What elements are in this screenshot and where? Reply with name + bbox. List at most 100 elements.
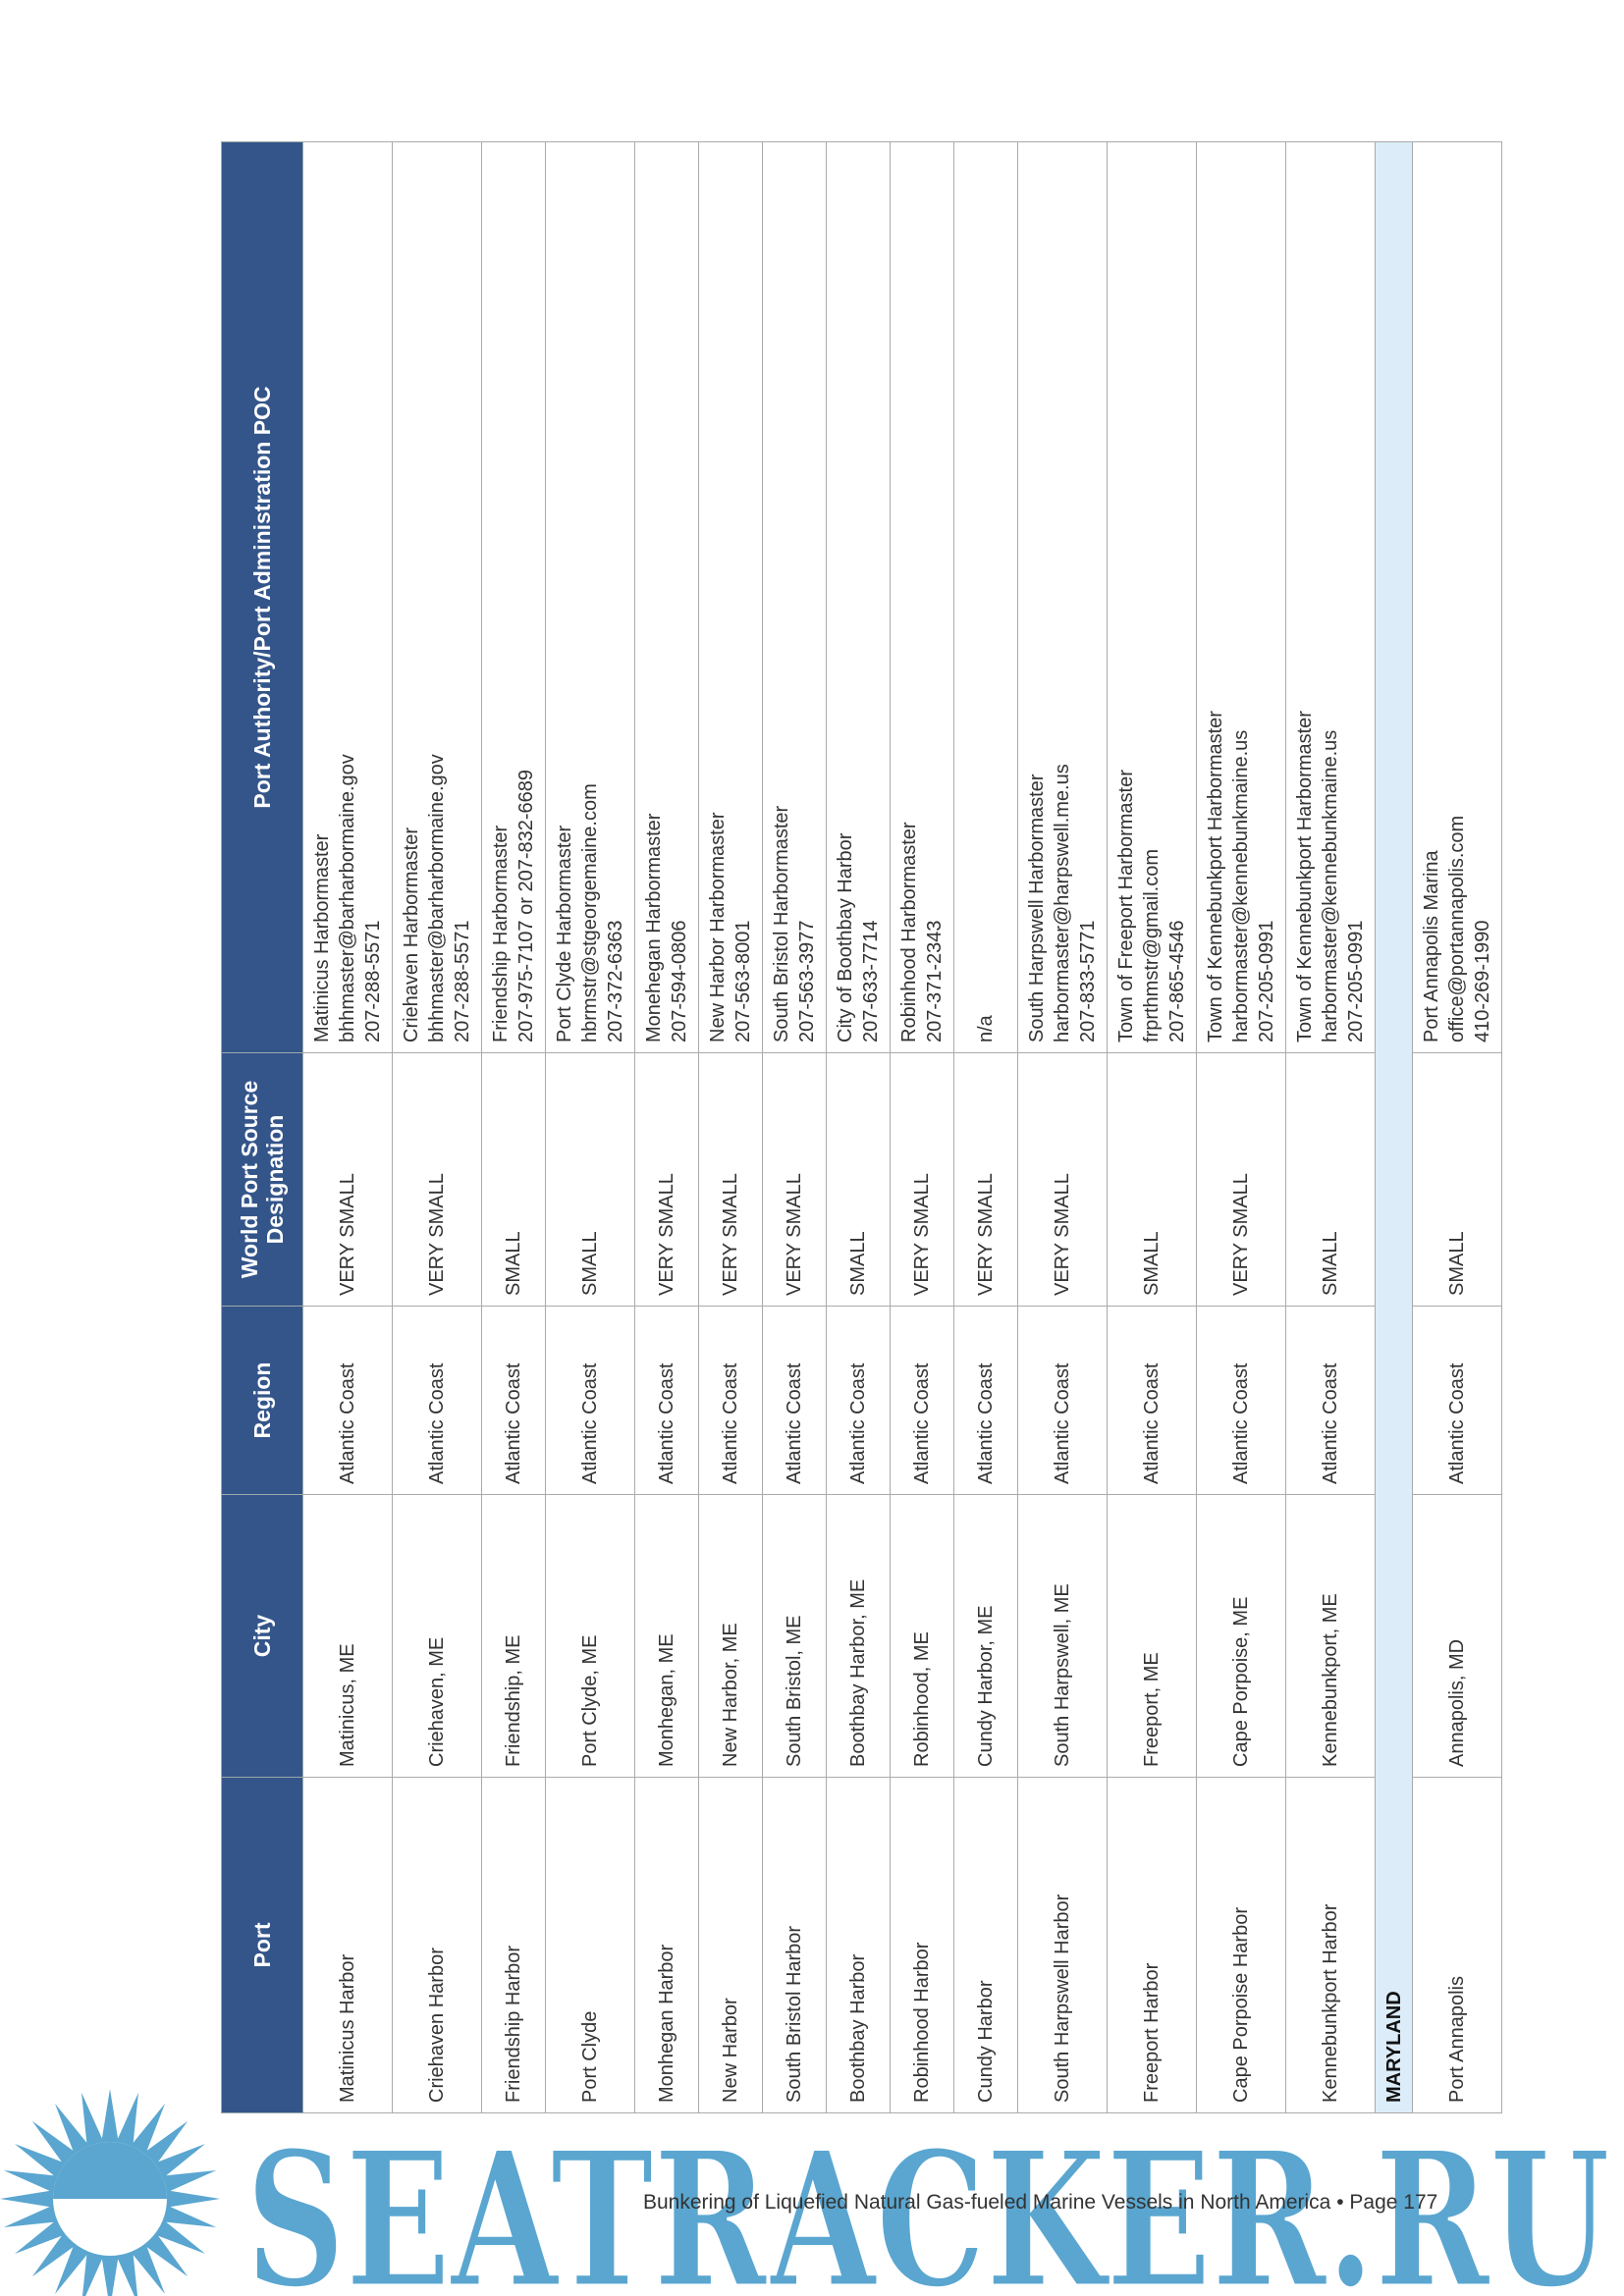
table-row: South Harpswell Harbor South Harpswell, M… — [1017, 141, 1108, 2113]
contact-line: harbormaster@kennebunkmaine.us — [1230, 729, 1252, 1042]
table-cell: Monhegan, ME — [634, 1494, 699, 1778]
contact-line: New Harbor Harbormaster — [707, 812, 729, 1042]
table-cell: Atlantic Coast — [762, 1306, 827, 1495]
contact-cell: Matinicus Harbormaster bhhmaster@barharbo… — [302, 141, 393, 1053]
table-cell: VERY SMALL — [302, 1052, 393, 1307]
table-cell: Atlantic Coast — [1196, 1306, 1286, 1495]
table-body: Matinicus Harbor Matinicus, ME Atlantic Co… — [302, 141, 1502, 2113]
contact-line: hbrmstr@stgeorgemaine.com — [579, 783, 601, 1042]
table-cell: SMALL — [1107, 1052, 1197, 1307]
table-row: New Harbor New Harbor, ME Atlantic Coast VE… — [698, 141, 763, 2113]
contact-line: 207-633-7714 — [860, 920, 882, 1042]
contact-line: 207-371-2343 — [924, 920, 946, 1042]
table-cell: SMALL — [826, 1052, 891, 1307]
contact-cell: Friendship Harbormaster 207-975-7107 or 2… — [481, 141, 546, 1053]
contact-line: City of Boothbay Harbor — [835, 832, 856, 1042]
footer: Bunkering of Liquefied Natural Gas-fuele… — [643, 2191, 1438, 2214]
contact-line: Town of Freeport Harbormaster — [1115, 770, 1137, 1042]
column-header: City — [221, 1494, 303, 1778]
section-row: MARYLAND — [1375, 141, 1413, 2113]
contact-line: bhhmaster@barharbormaine.gov — [426, 754, 448, 1042]
table-cell: Atlantic Coast — [481, 1306, 546, 1495]
table-cell: Atlantic Coast — [545, 1306, 635, 1495]
table-row: Port Clyde Port Clyde, ME Atlantic Coast SM… — [545, 141, 635, 2113]
contact-line: 207-563-3977 — [796, 920, 818, 1042]
contact-line: 207-372-6363 — [605, 920, 626, 1042]
section-label: MARYLAND — [1375, 141, 1413, 2113]
table-cell: Cundy Harbor, ME — [953, 1494, 1018, 1778]
contact-line: 410-269-1990 — [1472, 920, 1493, 1042]
table-cell: VERY SMALL — [1196, 1052, 1286, 1307]
table-row: Robinhood Harbor Robinhood, ME Atlantic Co… — [890, 141, 954, 2113]
table-cell: Matinicus, ME — [302, 1494, 393, 1778]
table-cell: New Harbor, ME — [698, 1494, 763, 1778]
table-cell: SMALL — [481, 1052, 546, 1307]
contact-line: harbormaster@harpswell.me.us — [1052, 764, 1073, 1042]
contact-line: 207-833-5771 — [1077, 920, 1099, 1042]
table-cell: Atlantic Coast — [698, 1306, 763, 1495]
table-row: Criehaven Harbor Criehaven, ME Atlantic Co… — [392, 141, 482, 2113]
contact-line: 207-205-0991 — [1345, 920, 1367, 1042]
table-cell: Atlantic Coast — [826, 1306, 891, 1495]
contact-line: 207-205-0991 — [1256, 920, 1277, 1042]
column-header: World Port Source Designation — [221, 1052, 303, 1307]
table-row: Cundy Harbor Cundy Harbor, ME Atlantic Coa… — [953, 141, 1018, 2113]
table-row: Port Annapolis Annapolis, MD Atlantic Coas… — [1412, 141, 1502, 2113]
table-row: Monhegan Harbor Monhegan, ME Atlantic Coas… — [634, 141, 699, 2113]
contact-line: Town of Kennebunkport Harbormaster — [1205, 711, 1226, 1042]
table-cell: Atlantic Coast — [953, 1306, 1018, 1495]
table-cell: VERY SMALL — [1017, 1052, 1108, 1307]
rotated-table-wrap: Port City Region World Port Source Designat… — [221, 141, 1513, 2113]
contact-cell: City of Boothbay Harbor 207-633-7714 — [826, 141, 891, 1053]
table-cell: Kennebunkport, ME — [1285, 1494, 1376, 1778]
table-cell: Atlantic Coast — [890, 1306, 954, 1495]
table-row: Kennebunkport Harbor Kennebunkport, ME Atl… — [1285, 141, 1376, 2113]
sun-top — [53, 2142, 167, 2199]
contact-line: Robinhood Harbormaster — [898, 822, 920, 1042]
contact-cell: Port Clyde Harbormaster hbrmstr@stgeorgem… — [545, 141, 635, 1053]
table-cell: SMALL — [1412, 1052, 1502, 1307]
contact-line: Criehaven Harbormaster — [401, 828, 422, 1042]
contact-cell: Robinhood Harbormaster 207-371-2343 — [890, 141, 954, 1053]
contact-line: Monehegan Harbormaster — [643, 813, 665, 1042]
watermark-text: SEATRACKER.RU — [245, 2110, 1610, 2296]
header-row: Port City Region World Port Source Designat… — [221, 141, 303, 2113]
table-cell: Cape Porpoise, ME — [1196, 1494, 1286, 1778]
table-cell: Robinhood, ME — [890, 1494, 954, 1778]
table-row: Friendship Harbor Friendship, ME Atlantic … — [481, 141, 546, 2113]
contact-cell: n/a — [953, 141, 1018, 1053]
table-cell: VERY SMALL — [953, 1052, 1018, 1307]
table-cell: Atlantic Coast — [1017, 1306, 1108, 1495]
table-cell: Criehaven, ME — [392, 1494, 482, 1778]
contact-line: 207-288-5571 — [452, 920, 473, 1042]
table-cell: Annapolis, MD — [1412, 1494, 1502, 1778]
table-row: Freeport Harbor Freeport, ME Atlantic Coas… — [1107, 141, 1197, 2113]
column-header: Region — [221, 1306, 303, 1495]
contact-line: 207-594-0806 — [669, 920, 690, 1042]
port-table: Port City Region World Port Source Designat… — [221, 141, 1502, 2113]
contact-line: Port Annapolis Marina — [1421, 850, 1442, 1042]
contact-line: Town of Kennebunkport Harbormaster — [1294, 711, 1316, 1042]
watermark: SEATRACKER.RU — [0, 2089, 1612, 2296]
table-cell: South Bristol, ME — [762, 1494, 827, 1778]
table-cell: VERY SMALL — [634, 1052, 699, 1307]
table-row: Matinicus Harbor Matinicus, ME Atlantic Co… — [302, 141, 393, 2113]
contact-line: Matinicus Harbormaster — [311, 833, 333, 1042]
table-cell: SMALL — [545, 1052, 635, 1307]
sun-logo — [0, 2089, 220, 2296]
table-row: South Bristol Harbor South Bristol, ME Atl… — [762, 141, 827, 2113]
table-cell: Atlantic Coast — [302, 1306, 393, 1495]
table-cell: Atlantic Coast — [392, 1306, 482, 1495]
table-cell: Atlantic Coast — [1285, 1306, 1376, 1495]
table-cell: Atlantic Coast — [1107, 1306, 1197, 1495]
table-cell: Atlantic Coast — [634, 1306, 699, 1495]
table-cell: Port Clyde, ME — [545, 1494, 635, 1778]
contact-line: harbormaster@kennebunkmaine.us — [1320, 729, 1341, 1042]
contact-line: 207-288-5571 — [362, 920, 384, 1042]
table-cell: VERY SMALL — [762, 1052, 827, 1307]
table-cell: Boothbay Harbor, ME — [826, 1494, 891, 1778]
contact-cell: Town of Freeport Harbormaster frprthmstr@… — [1107, 141, 1197, 1053]
contact-line: n/a — [975, 1015, 997, 1042]
contact-line: South Harpswell Harbormaster — [1026, 774, 1048, 1042]
